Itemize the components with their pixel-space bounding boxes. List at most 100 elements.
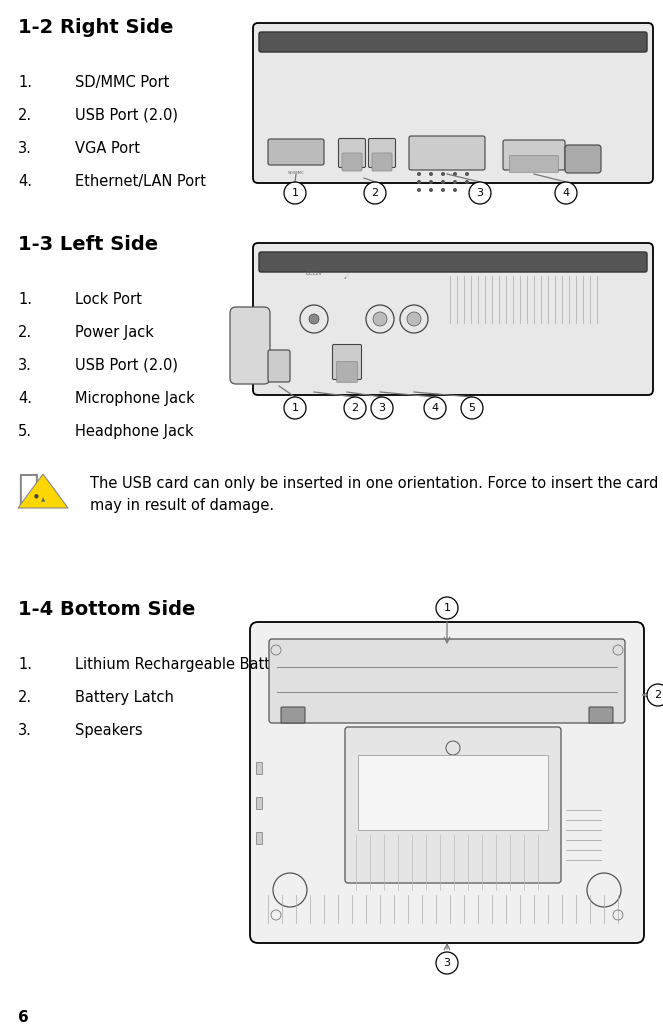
Text: may in result of damage.: may in result of damage. — [90, 497, 274, 513]
Circle shape — [371, 397, 393, 419]
Text: USB Port (2.0): USB Port (2.0) — [75, 108, 178, 123]
Circle shape — [441, 172, 445, 176]
FancyBboxPatch shape — [342, 153, 362, 171]
Circle shape — [465, 180, 469, 184]
Text: VGA Port: VGA Port — [75, 141, 140, 156]
Bar — [358, 755, 548, 830]
Circle shape — [417, 180, 421, 184]
Circle shape — [429, 172, 433, 176]
Text: 4.: 4. — [18, 174, 32, 188]
Text: ●: ● — [34, 493, 38, 499]
FancyBboxPatch shape — [250, 622, 644, 943]
Text: 2.: 2. — [18, 108, 32, 123]
Circle shape — [441, 188, 445, 192]
Text: 3: 3 — [379, 403, 385, 413]
Circle shape — [453, 172, 457, 176]
Text: 3: 3 — [444, 958, 450, 968]
Bar — [256, 762, 262, 774]
Text: ✋: ✋ — [17, 472, 39, 506]
Text: 3.: 3. — [18, 141, 32, 156]
Text: 3: 3 — [477, 188, 483, 198]
Text: 1: 1 — [292, 188, 298, 198]
Circle shape — [417, 172, 421, 176]
FancyBboxPatch shape — [268, 139, 324, 165]
Polygon shape — [18, 474, 68, 508]
Text: Speakers: Speakers — [75, 723, 143, 739]
FancyBboxPatch shape — [409, 136, 485, 170]
Circle shape — [407, 312, 421, 327]
Text: 1: 1 — [444, 603, 450, 613]
FancyBboxPatch shape — [281, 707, 305, 723]
Text: 1.: 1. — [18, 75, 32, 90]
FancyBboxPatch shape — [345, 727, 561, 883]
Circle shape — [436, 597, 458, 619]
Text: 1: 1 — [292, 403, 298, 413]
Circle shape — [647, 684, 663, 706]
FancyBboxPatch shape — [369, 138, 396, 168]
Text: 1.: 1. — [18, 657, 32, 672]
Text: 6: 6 — [18, 1010, 29, 1025]
Circle shape — [453, 188, 457, 192]
Text: 4: 4 — [562, 188, 570, 198]
Text: ☄: ☄ — [344, 274, 350, 280]
Text: Lock Port: Lock Port — [75, 291, 142, 307]
FancyBboxPatch shape — [337, 362, 357, 382]
Text: Battery Latch: Battery Latch — [75, 690, 174, 705]
Text: 3.: 3. — [18, 358, 32, 373]
Text: 5.: 5. — [18, 424, 32, 439]
Text: Microphone Jack: Microphone Jack — [75, 391, 195, 406]
Circle shape — [441, 180, 445, 184]
Text: SD/MMC Port: SD/MMC Port — [75, 75, 169, 90]
Text: SD/MMC: SD/MMC — [288, 171, 304, 175]
FancyBboxPatch shape — [339, 138, 365, 168]
FancyBboxPatch shape — [259, 252, 647, 272]
Text: 2.: 2. — [18, 690, 32, 705]
Text: 2: 2 — [371, 188, 379, 198]
Circle shape — [429, 188, 433, 192]
Text: ▲: ▲ — [41, 497, 45, 503]
Text: USB Port (2.0): USB Port (2.0) — [75, 358, 178, 373]
Circle shape — [364, 182, 386, 204]
Text: 1.: 1. — [18, 291, 32, 307]
FancyBboxPatch shape — [230, 307, 270, 384]
FancyBboxPatch shape — [269, 639, 625, 723]
FancyBboxPatch shape — [253, 23, 653, 183]
FancyBboxPatch shape — [259, 32, 647, 52]
Circle shape — [373, 312, 387, 327]
Text: 4.: 4. — [18, 391, 32, 406]
Circle shape — [417, 188, 421, 192]
FancyBboxPatch shape — [333, 344, 361, 379]
Text: 2: 2 — [351, 403, 359, 413]
FancyBboxPatch shape — [372, 153, 392, 171]
Text: 1-2 Right Side: 1-2 Right Side — [18, 18, 174, 37]
FancyBboxPatch shape — [565, 145, 601, 173]
Circle shape — [344, 397, 366, 419]
Circle shape — [309, 314, 319, 324]
Circle shape — [469, 182, 491, 204]
Text: DC12V: DC12V — [306, 271, 322, 276]
Bar — [256, 797, 262, 809]
FancyBboxPatch shape — [503, 140, 565, 170]
Text: 2: 2 — [654, 690, 662, 700]
Text: 2.: 2. — [18, 325, 32, 340]
FancyBboxPatch shape — [510, 156, 558, 172]
Circle shape — [284, 182, 306, 204]
Text: 1-3 Left Side: 1-3 Left Side — [18, 235, 158, 254]
Text: 1-4 Bottom Side: 1-4 Bottom Side — [18, 600, 196, 619]
FancyBboxPatch shape — [589, 707, 613, 723]
Bar — [256, 832, 262, 844]
Circle shape — [424, 397, 446, 419]
Circle shape — [436, 952, 458, 974]
Circle shape — [461, 397, 483, 419]
Text: Headphone Jack: Headphone Jack — [75, 424, 194, 439]
Text: Lithium Rechargeable Battery: Lithium Rechargeable Battery — [75, 657, 294, 672]
Circle shape — [429, 180, 433, 184]
Text: Ethernet/LAN Port: Ethernet/LAN Port — [75, 174, 206, 188]
Circle shape — [453, 180, 457, 184]
Circle shape — [284, 397, 306, 419]
Circle shape — [555, 182, 577, 204]
FancyBboxPatch shape — [268, 350, 290, 382]
Circle shape — [465, 172, 469, 176]
Text: 5: 5 — [469, 403, 475, 413]
Text: 3.: 3. — [18, 723, 32, 739]
